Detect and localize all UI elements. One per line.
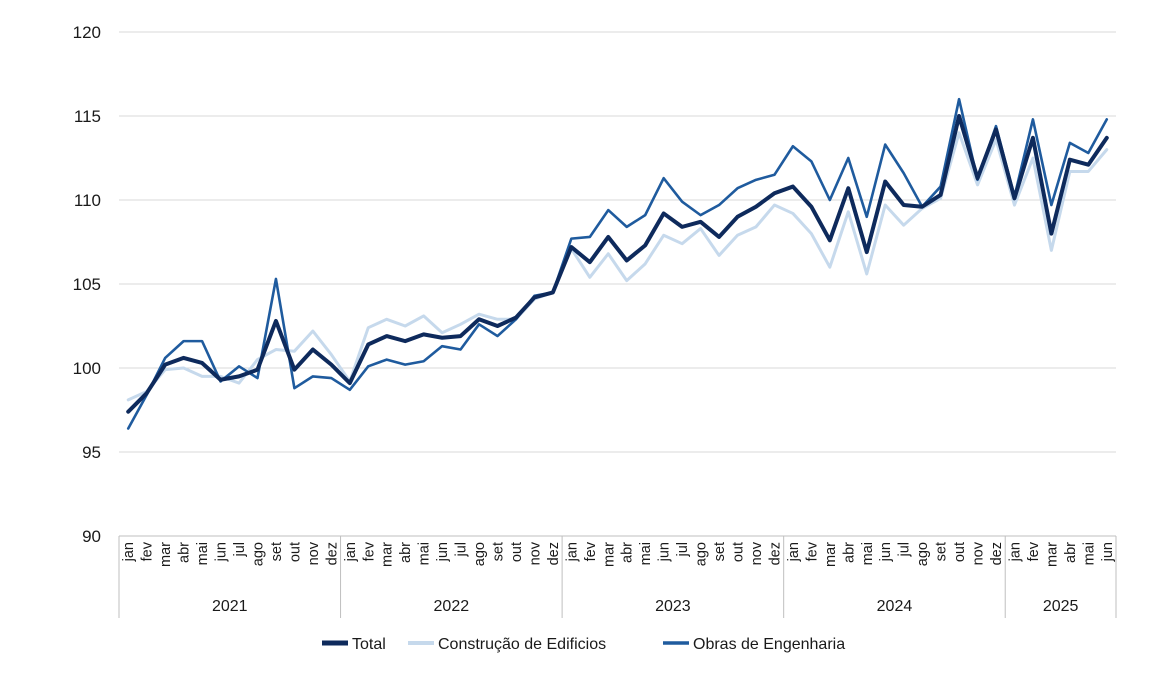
x-tick-label: jun [435,542,451,562]
x-tick-label: ago [915,542,931,566]
x-tick-label: ago [250,542,266,566]
x-tick-label: set [712,542,728,561]
legend-item-constru-o-de-edificios: Construção de Edificios [408,636,606,653]
x-tick-label: abr [841,542,857,563]
x-tick-label: abr [1063,542,1079,563]
y-axis: 90 95 100 105 110 115 120 [73,23,101,546]
y-tick-label: 105 [73,275,101,294]
x-tick-label: set [269,542,285,561]
x-tick-label: jan [343,542,359,562]
x-tick-label: out [509,542,525,562]
year-label: 2021 [212,598,248,615]
x-tick-label: jan [786,542,802,562]
x-tick-label: out [287,542,303,562]
year-label: 2023 [655,598,691,615]
x-tick-label: jun [657,542,673,562]
legend: Total Construção de Edificios Obras de Eng… [322,636,845,653]
year-label: 2024 [877,598,913,615]
x-tick-label: abr [398,542,414,563]
year-label: 2025 [1043,598,1079,615]
year-label: 2022 [434,598,470,615]
x-tick-label: jun [214,542,230,562]
x-tick-label: jul [232,542,248,558]
x-tick-label: jul [675,542,691,558]
x-tick-label: jan [121,542,137,562]
series-line-constru-o-de-edificios [126,131,1109,402]
x-tick-label: mai [1081,542,1097,565]
y-tick-label: 115 [74,107,101,126]
x-tick-label: nov [749,541,765,565]
x-tick-label: fev [583,541,599,561]
x-tick-label: abr [620,542,636,563]
x-tick-label: ago [694,542,710,566]
series-line-total [126,114,1109,414]
x-tick-label: mai [195,542,211,565]
x-tick-label: ago [472,542,488,566]
x-tick-label: nov [971,541,987,565]
x-tick-label: jun [1100,542,1116,562]
x-tick-label: set [934,542,950,561]
x-tick-label: jul [897,542,913,558]
y-tick-label: 95 [82,443,101,462]
x-tick-label: mar [1044,542,1060,567]
legend-label: Total [352,636,386,653]
x-tick-label: mai [860,542,876,565]
x-tick-label: out [731,542,747,562]
x-tick-label: mai [417,542,433,565]
gridlines [119,31,1116,537]
legend-item-obras-de-engenharia: Obras de Engenharia [663,636,845,653]
series-line-obras-de-engenharia [126,97,1109,430]
x-tick-label: mar [601,542,617,567]
x-tick-label: jun [878,542,894,562]
x-tick-label: mai [638,542,654,565]
x-tick-label: fev [804,541,820,561]
legend-label: Obras de Engenharia [693,636,845,653]
x-tick-label: nov [527,541,543,565]
x-tick-label: dez [546,542,562,565]
y-tick-label: 90 [82,527,101,546]
x-tick-label: out [952,542,968,562]
x-tick-label: fev [140,541,156,561]
x-tick-label: fev [1026,541,1042,561]
y-tick-label: 110 [74,191,101,210]
x-tick-label: jan [1007,542,1023,562]
x-tick-label: set [490,542,506,561]
x-tick-label: dez [324,542,340,565]
legend-item-total: Total [322,636,386,653]
series-lines [126,97,1109,430]
x-tick-label: mar [380,542,396,567]
x-axis: jan fev mar abr mai jun jul ago set out nov dez jan f… [118,536,1117,618]
x-tick-label: dez [989,542,1005,565]
y-tick-label: 100 [73,359,101,378]
x-tick-label: fev [361,541,377,561]
x-tick-label: jan [564,542,580,562]
legend-label: Construção de Edificios [438,636,606,653]
x-tick-label: jul [454,542,470,558]
x-tick-label: abr [177,542,193,563]
x-tick-label: mar [158,542,174,567]
x-tick-label: mar [823,542,839,567]
x-tick-label: nov [306,541,322,565]
y-tick-label: 120 [73,23,101,42]
x-tick-label: dez [767,542,783,565]
